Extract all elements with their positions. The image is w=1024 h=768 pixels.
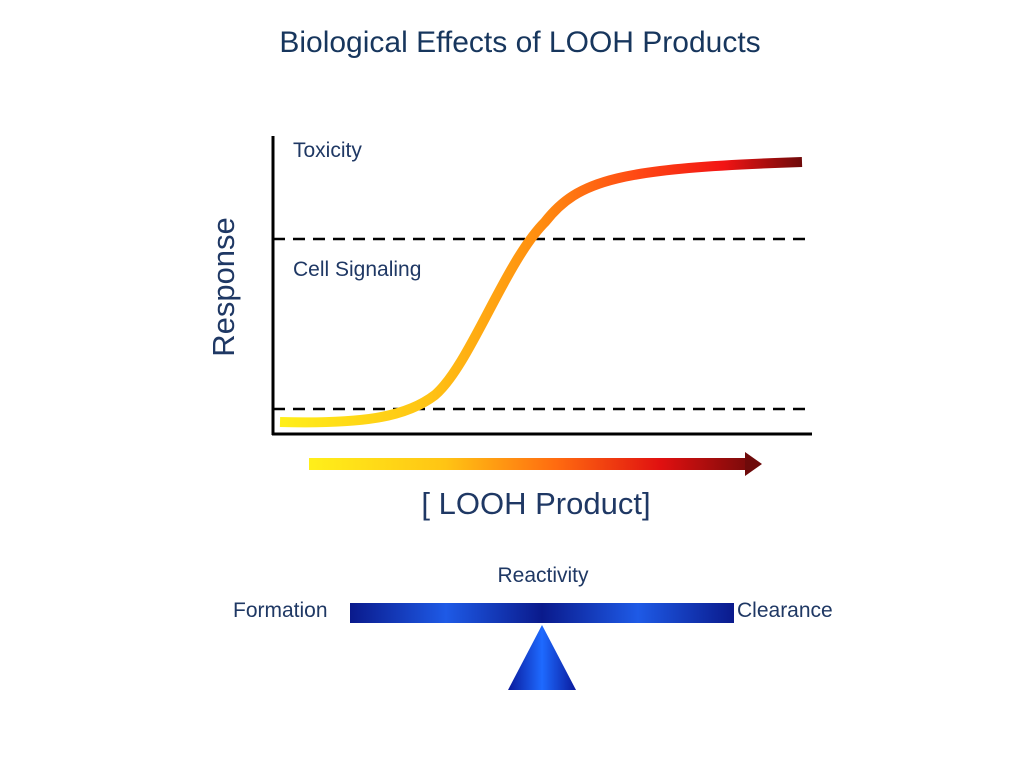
response-curve (279, 157, 803, 428)
reactivity-label: Reactivity (497, 564, 589, 587)
y-axis-label: Response (206, 217, 241, 357)
cell-signaling-label: Cell Signaling (293, 258, 422, 281)
x-axis-label: [ LOOH Product] (421, 486, 651, 521)
concentration-arrow-shaft (309, 458, 749, 470)
formation-label: Formation (233, 599, 328, 622)
balance-fulcrum (508, 625, 576, 690)
balance-beam (350, 603, 734, 623)
slide-title: Biological Effects of LOOH Products (279, 26, 761, 59)
concentration-arrow-head (745, 452, 762, 476)
toxicity-label: Toxicity (293, 139, 362, 162)
clearance-label: Clearance (737, 599, 833, 622)
